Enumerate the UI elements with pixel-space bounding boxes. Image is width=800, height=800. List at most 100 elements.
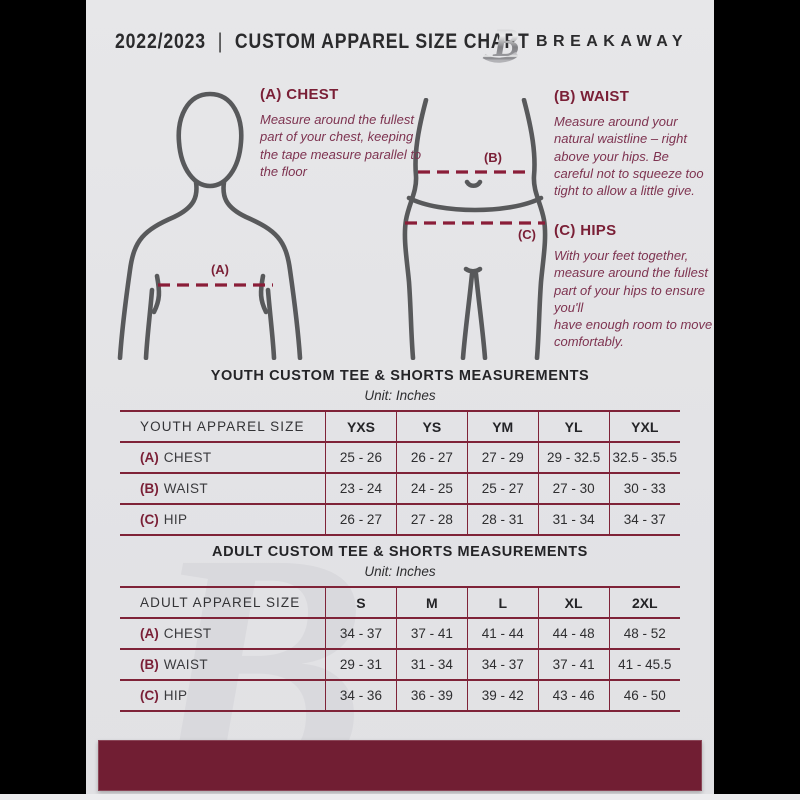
size-cell: 27 - 30 bbox=[537, 472, 610, 505]
size-cell: 31 - 34 bbox=[395, 648, 468, 681]
bottom-edge-strip bbox=[0, 794, 800, 800]
brand-lockup: B BREAKAWAY bbox=[481, 20, 688, 64]
row-label: WAIST bbox=[163, 657, 208, 672]
size-header: YL bbox=[537, 410, 610, 443]
size-cell: 25 - 26 bbox=[325, 441, 397, 474]
row-label: CHEST bbox=[163, 450, 212, 465]
size-cell: 37 - 41 bbox=[395, 617, 468, 650]
row-marker: (C) bbox=[140, 512, 159, 527]
chest-guide-text: Measure around the fullest part of your … bbox=[260, 112, 422, 179]
size-chart-document: B 2022/2023 | CUSTOM APPAREL SIZE CHART B … bbox=[86, 0, 714, 800]
size-cell: 29 - 31 bbox=[325, 648, 397, 681]
row-label-cell: (A) CHEST bbox=[120, 441, 326, 474]
row-label-cell: (A) CHEST bbox=[120, 617, 326, 650]
logo-swoosh bbox=[482, 51, 519, 63]
size-header: M bbox=[395, 586, 468, 619]
figure-head-outline bbox=[176, 91, 244, 189]
size-cell: 39 - 42 bbox=[466, 679, 539, 712]
table-row-waist: (B) WAIST 29 - 31 31 - 34 34 - 37 37 - 41… bbox=[120, 648, 680, 681]
size-cell: 34 - 36 bbox=[325, 679, 397, 712]
title-divider: | bbox=[217, 30, 224, 53]
figure-hip-curve bbox=[406, 195, 544, 213]
upper-body-figure: (A) bbox=[117, 91, 303, 360]
size-header: YS bbox=[395, 410, 468, 443]
adult-size-column-header: ADULT APPAREL SIZE bbox=[120, 586, 326, 619]
table-row-hip: (C) HIP 34 - 36 36 - 39 39 - 42 43 - 46 4… bbox=[120, 679, 680, 712]
row-label-cell: (C) HIP bbox=[120, 679, 326, 712]
row-marker: (C) bbox=[140, 688, 159, 703]
size-cell: 32.5 - 35.5 bbox=[608, 441, 680, 474]
size-cell: 36 - 39 bbox=[395, 679, 468, 712]
adult-header-row: ADULT APPAREL SIZE S M L XL 2XL bbox=[120, 586, 680, 619]
size-cell: 41 - 45.5 bbox=[608, 648, 680, 681]
row-marker: (A) bbox=[140, 450, 159, 465]
youth-table-title: YOUTH CUSTOM TEE & SHORTS MEASUREMENTS bbox=[210, 368, 590, 384]
figure-left-inner-leg bbox=[460, 271, 475, 360]
figure-left-side bbox=[402, 98, 429, 360]
breakaway-logo-icon: B bbox=[482, 20, 520, 64]
size-cell: 27 - 29 bbox=[466, 441, 539, 474]
size-header: S bbox=[325, 586, 397, 619]
row-marker: (B) bbox=[140, 481, 159, 496]
youth-header-row: YOUTH APPAREL SIZE YXS YS YM YL YXL bbox=[120, 410, 680, 443]
size-cell: 27 - 28 bbox=[395, 503, 468, 536]
row-label: WAIST bbox=[163, 481, 208, 496]
row-label-cell: (B) WAIST bbox=[120, 472, 326, 505]
size-header: 2XL bbox=[608, 586, 680, 619]
table-row-hip: (C) HIP 26 - 27 27 - 28 28 - 31 31 - 34 3… bbox=[120, 503, 680, 536]
size-cell: 26 - 27 bbox=[325, 503, 397, 536]
size-cell: 34 - 37 bbox=[325, 617, 397, 650]
hips-guide-heading: (C) HIPS bbox=[554, 222, 617, 239]
youth-size-table: YOUTH APPAREL SIZE YXS YS YM YL YXL (A) C… bbox=[120, 410, 680, 536]
size-cell: 23 - 24 bbox=[325, 472, 397, 505]
size-cell: 46 - 50 bbox=[608, 679, 680, 712]
size-cell: 30 - 33 bbox=[608, 472, 680, 505]
size-header: YXL bbox=[608, 410, 680, 443]
size-cell: 25 - 27 bbox=[466, 472, 539, 505]
youth-table-unit: Unit: Inches bbox=[364, 388, 436, 403]
figure-left-inner-arm bbox=[143, 287, 155, 360]
figure-left-armpit bbox=[151, 273, 162, 315]
row-label-cell: (B) WAIST bbox=[120, 648, 326, 681]
hips-guide: (C) HIPS With your feet together, measur… bbox=[554, 222, 716, 351]
brand-name: BREAKAWAY bbox=[535, 33, 688, 50]
figure-right-inner-arm bbox=[265, 287, 277, 360]
hips-guide-text: With your feet together, measure around … bbox=[554, 248, 713, 350]
size-cell: 26 - 27 bbox=[395, 441, 468, 474]
chest-guide: (A) CHEST Measure around the fullest par… bbox=[260, 86, 422, 180]
size-cell: 34 - 37 bbox=[608, 503, 680, 536]
row-label: HIP bbox=[163, 512, 188, 527]
table-row-chest: (A) CHEST 34 - 37 37 - 41 41 - 44 44 - 48… bbox=[120, 617, 680, 650]
figure-right-side bbox=[521, 98, 548, 360]
figure-crotch-curve bbox=[463, 266, 483, 274]
chest-guide-heading: (A) CHEST bbox=[260, 86, 339, 103]
figure-right-armpit bbox=[258, 273, 269, 315]
size-cell: 48 - 52 bbox=[608, 617, 680, 650]
adult-table-unit: Unit: Inches bbox=[364, 564, 436, 579]
size-cell: 44 - 48 bbox=[537, 617, 610, 650]
table-row-chest: (A) CHEST 25 - 26 26 - 27 27 - 29 29 - 32… bbox=[120, 441, 680, 474]
youth-size-column-header: YOUTH APPAREL SIZE bbox=[120, 410, 326, 443]
size-cell: 34 - 37 bbox=[466, 648, 539, 681]
figure-right-shoulder-arm bbox=[221, 179, 303, 360]
size-cell: 29 - 32.5 bbox=[537, 441, 610, 474]
adult-size-table: ADULT APPAREL SIZE S M L XL 2XL (A) CHEST… bbox=[120, 586, 680, 712]
size-cell: 24 - 25 bbox=[395, 472, 468, 505]
waist-guide: (B) WAIST Measure around your natural wa… bbox=[554, 88, 710, 199]
page-title: 2022/2023 | CUSTOM APPAREL SIZE CHART bbox=[115, 30, 530, 54]
size-header: XL bbox=[537, 586, 610, 619]
hip-marker-label: (C) bbox=[518, 227, 536, 242]
adult-table-title: ADULT CUSTOM TEE & SHORTS MEASUREMENTS bbox=[212, 544, 588, 560]
size-cell: 28 - 31 bbox=[466, 503, 539, 536]
row-marker: (A) bbox=[140, 626, 159, 641]
size-header: YM bbox=[466, 410, 539, 443]
size-cell: 37 - 41 bbox=[537, 648, 610, 681]
row-marker: (B) bbox=[140, 657, 159, 672]
row-label: CHEST bbox=[163, 626, 212, 641]
title-year: 2022/2023 bbox=[115, 30, 206, 53]
size-cell: 31 - 34 bbox=[537, 503, 610, 536]
size-cell: 41 - 44 bbox=[466, 617, 539, 650]
row-label: HIP bbox=[163, 688, 188, 703]
figure-right-inner-leg bbox=[473, 271, 488, 360]
